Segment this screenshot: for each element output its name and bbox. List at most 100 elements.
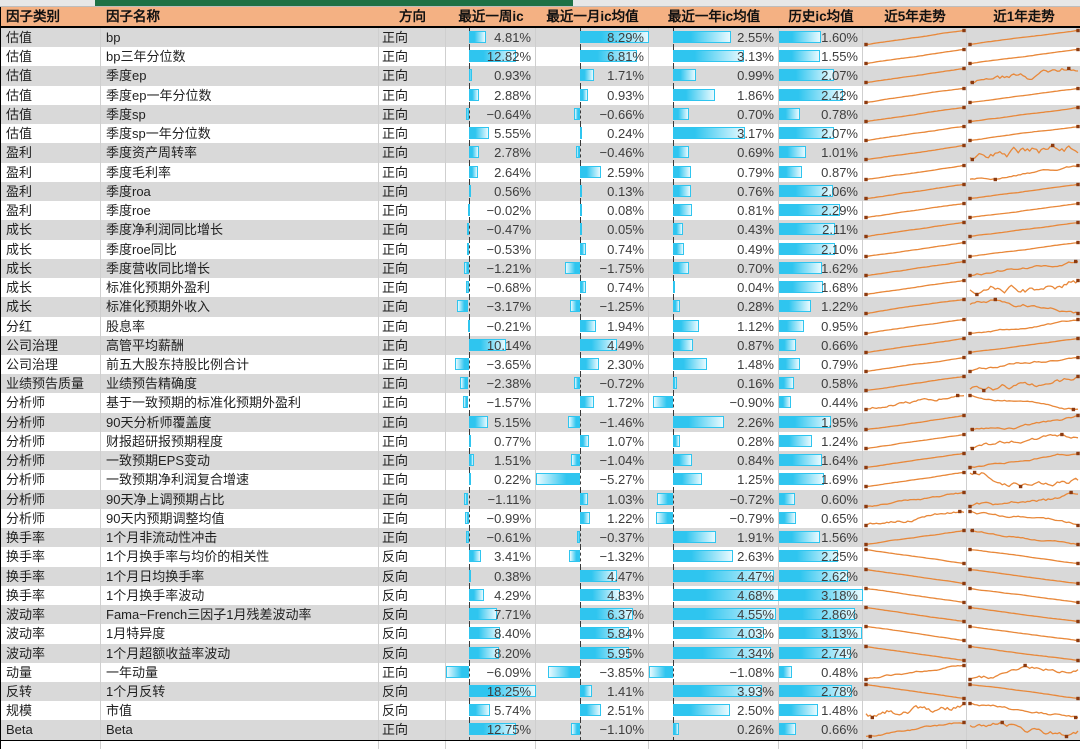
cell-hist-ic[interactable]: 0.79%: [779, 354, 863, 375]
cell-factor-name[interactable]: 90天分析师覆盖度: [101, 412, 379, 432]
cell-spark-1y[interactable]: [967, 701, 1080, 720]
cell-category[interactable]: 分析师: [1, 393, 101, 413]
cell-spark-1y[interactable]: [967, 624, 1080, 643]
cell-week-ic[interactable]: 0.93%: [446, 66, 536, 86]
cell-spark-1y[interactable]: [967, 490, 1080, 509]
cell-week-ic[interactable]: −2.38%: [446, 374, 536, 394]
cell-year-ic[interactable]: 2.50%: [649, 701, 779, 721]
cell-year-ic[interactable]: 0.28%: [649, 431, 779, 452]
cell-week-ic[interactable]: 5.15%: [446, 412, 536, 432]
cell-spark-5y[interactable]: [863, 451, 967, 471]
cell-direction[interactable]: 正向: [379, 162, 446, 182]
cell-spark-1y[interactable]: [967, 586, 1080, 605]
cell-week-ic[interactable]: 5.74%: [446, 701, 536, 721]
cell-year-ic[interactable]: 0.87%: [649, 335, 779, 355]
cell-spark-5y[interactable]: [863, 316, 967, 336]
cell-factor-name[interactable]: 季度roe: [101, 201, 379, 221]
cell-month-ic[interactable]: 1.72%: [536, 393, 649, 413]
cell-direction[interactable]: 正向: [379, 66, 446, 86]
cell-week-ic[interactable]: −0.68%: [446, 278, 536, 298]
cell-category[interactable]: 业绩预告质量: [1, 374, 101, 394]
cell-month-ic[interactable]: −1.10%: [536, 720, 649, 740]
cell-week-ic[interactable]: 0.22%: [446, 470, 536, 490]
cell-category[interactable]: 估值: [1, 124, 101, 144]
cell-spark-1y[interactable]: [967, 644, 1080, 663]
cell-factor-name[interactable]: 季度营收同比增长: [101, 258, 379, 279]
cell-factor-name[interactable]: 高管平均薪酬: [101, 335, 379, 355]
cell-month-ic[interactable]: 1.94%: [536, 316, 649, 336]
cell-factor-name[interactable]: 季度sp: [101, 104, 379, 125]
cell-hist-ic[interactable]: 2.10%: [779, 239, 863, 259]
cell-hist-ic[interactable]: 1.62%: [779, 258, 863, 279]
cell-spark-5y[interactable]: [863, 605, 967, 625]
cell-month-ic[interactable]: 6.37%: [536, 605, 649, 625]
cell-category[interactable]: 分析师: [1, 451, 101, 471]
cell-hist-ic[interactable]: 2.29%: [779, 201, 863, 221]
cell-hist-ic[interactable]: 1.60%: [779, 28, 863, 48]
cell-year-ic[interactable]: −0.90%: [649, 393, 779, 413]
cell-direction[interactable]: 正向: [379, 335, 446, 355]
cell-spark-1y[interactable]: [967, 66, 1080, 85]
cell-direction[interactable]: 正向: [379, 181, 446, 202]
cell-spark-5y[interactable]: [863, 720, 967, 740]
cell-year-ic[interactable]: 0.79%: [649, 162, 779, 182]
cell-direction[interactable]: 正向: [379, 124, 446, 144]
cell-factor-name[interactable]: Fama−French三因子1月残差波动率: [101, 605, 379, 625]
cell-hist-ic[interactable]: 2.86%: [779, 605, 863, 625]
cell-spark-5y[interactable]: [863, 489, 967, 509]
cell-category[interactable]: 波动率: [1, 643, 101, 663]
cell-spark-5y[interactable]: [863, 66, 967, 86]
header-direction[interactable]: 方向: [399, 9, 426, 24]
cell-week-ic[interactable]: −0.53%: [446, 239, 536, 259]
cell-spark-5y[interactable]: [863, 624, 967, 644]
cell-spark-5y[interactable]: [863, 643, 967, 663]
cell-year-ic[interactable]: 0.99%: [649, 66, 779, 86]
cell-direction[interactable]: 正向: [379, 528, 446, 548]
cell-year-ic[interactable]: −0.72%: [649, 489, 779, 509]
cell-month-ic[interactable]: −3.85%: [536, 662, 649, 682]
cell-year-ic[interactable]: 0.16%: [649, 374, 779, 394]
cell-month-ic[interactable]: 2.59%: [536, 162, 649, 182]
cell-year-ic[interactable]: 1.91%: [649, 528, 779, 548]
cell-hist-ic[interactable]: 2.11%: [779, 220, 863, 240]
cell-factor-name[interactable]: 前五大股东持股比例合计: [101, 354, 379, 375]
cell-category[interactable]: 换手率: [1, 585, 101, 606]
cell-category[interactable]: 盈利: [1, 201, 101, 221]
cell-category[interactable]: 成长: [1, 239, 101, 259]
cell-spark-1y[interactable]: [967, 259, 1080, 278]
cell-spark-1y[interactable]: [967, 547, 1080, 566]
cell-year-ic[interactable]: 0.69%: [649, 143, 779, 163]
cell-direction[interactable]: 正向: [379, 297, 446, 317]
cell-month-ic[interactable]: 6.81%: [536, 47, 649, 67]
cell-direction[interactable]: 反向: [379, 585, 446, 606]
cell-week-ic[interactable]: 8.40%: [446, 624, 536, 644]
cell-spark-5y[interactable]: [863, 374, 967, 394]
cell-direction[interactable]: 反向: [379, 624, 446, 644]
cell-spark-5y[interactable]: [863, 201, 967, 221]
header-week-ic[interactable]: 最近一周ic: [458, 9, 524, 24]
cell-spark-5y[interactable]: [863, 220, 967, 240]
cell-week-ic[interactable]: −0.99%: [446, 508, 536, 529]
cell-month-ic[interactable]: 0.08%: [536, 201, 649, 221]
cell-week-ic[interactable]: −1.11%: [446, 489, 536, 509]
cell-spark-1y[interactable]: [967, 393, 1080, 412]
cell-spark-1y[interactable]: [967, 413, 1080, 432]
cell-category[interactable]: 换手率: [1, 528, 101, 548]
cell-category[interactable]: 公司治理: [1, 335, 101, 355]
cell-factor-name[interactable]: 标准化预期外收入: [101, 297, 379, 317]
cell-spark-5y[interactable]: [863, 508, 967, 529]
cell-category[interactable]: Beta: [1, 720, 101, 740]
cell-week-ic[interactable]: 0.38%: [446, 566, 536, 586]
cell-month-ic[interactable]: 0.74%: [536, 278, 649, 298]
cell-category[interactable]: 分红: [1, 316, 101, 336]
cell-year-ic[interactable]: −1.08%: [649, 662, 779, 682]
cell-category[interactable]: 成长: [1, 220, 101, 240]
cell-spark-5y[interactable]: [863, 181, 967, 202]
cell-year-ic[interactable]: 0.49%: [649, 239, 779, 259]
cell-hist-ic[interactable]: 0.95%: [779, 316, 863, 336]
cell-month-ic[interactable]: 0.74%: [536, 239, 649, 259]
cell-year-ic[interactable]: 0.26%: [649, 720, 779, 740]
cell-category[interactable]: 估值: [1, 85, 101, 105]
cell-week-ic[interactable]: −1.21%: [446, 258, 536, 279]
cell-month-ic[interactable]: −0.72%: [536, 374, 649, 394]
